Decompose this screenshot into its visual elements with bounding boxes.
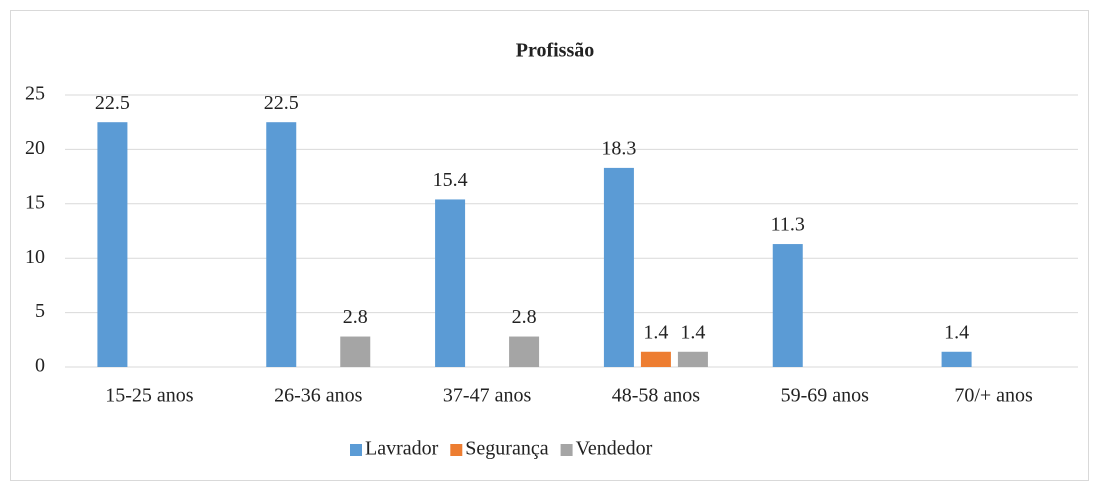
bar <box>772 244 803 367</box>
bar <box>97 122 128 367</box>
bar <box>435 199 466 367</box>
bar <box>640 351 671 367</box>
y-tick-label: 15 <box>25 191 45 213</box>
legend-label: Vendedor <box>576 438 653 460</box>
bar <box>509 336 540 367</box>
y-tick-label: 20 <box>25 137 45 159</box>
x-tick-label: 48-58 anos <box>612 385 701 407</box>
data-label: 22.5 <box>95 92 130 114</box>
data-label: 18.3 <box>601 137 636 159</box>
legend-swatch <box>350 444 362 456</box>
legend-label: Lavrador <box>365 438 439 460</box>
y-tick-label: 5 <box>35 300 45 322</box>
x-tick-label: 15-25 anos <box>105 385 194 407</box>
data-label: 11.3 <box>771 214 805 236</box>
x-tick-label: 37-47 anos <box>443 385 532 407</box>
legend-label: Segurança <box>465 438 548 460</box>
chart-border <box>10 10 1089 481</box>
y-tick-label: 25 <box>25 83 45 105</box>
data-label: 1.4 <box>680 321 705 343</box>
bar <box>266 122 297 367</box>
y-tick-label: 10 <box>25 246 45 268</box>
bar <box>340 336 371 367</box>
data-label: 2.8 <box>512 306 537 328</box>
data-label: 1.4 <box>944 321 969 343</box>
data-label: 2.8 <box>343 306 368 328</box>
x-tick-label: 70/+ anos <box>954 385 1033 407</box>
bar <box>941 351 972 367</box>
legend-swatch <box>560 444 573 456</box>
chart-title: Profissão <box>516 40 595 62</box>
bar <box>603 167 634 367</box>
x-tick-label: 59-69 anos <box>781 385 870 407</box>
data-label: 1.4 <box>643 321 668 343</box>
y-tick-label: 0 <box>35 355 45 377</box>
x-tick-label: 26-36 anos <box>274 385 363 407</box>
legend-swatch <box>450 444 463 456</box>
bar <box>677 351 708 367</box>
data-label: 15.4 <box>433 169 468 191</box>
data-label: 22.5 <box>264 92 299 114</box>
